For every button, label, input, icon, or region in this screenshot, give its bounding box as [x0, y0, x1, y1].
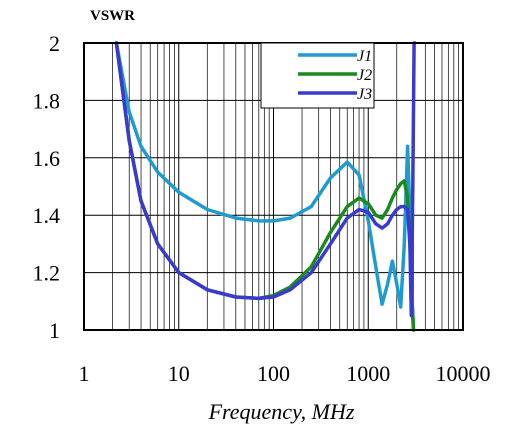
grid-layer	[83, 42, 463, 331]
y-tick-label: 1.6	[33, 146, 61, 171]
legend-label: J1	[357, 48, 372, 65]
y-tick-label: 1.2	[33, 261, 61, 286]
y-tick-label: 1	[49, 318, 60, 343]
y-tick-label: 1.8	[33, 88, 61, 113]
legend-label: J3	[357, 86, 372, 103]
x-tick-label: 100	[257, 361, 290, 386]
y-tick-label: 2	[49, 31, 60, 56]
x-tick-label: 10000	[436, 361, 491, 386]
y-axis-title: VSWR	[90, 8, 135, 24]
tick-layer: 1 10 100 1000 10000 1 1.2 1.4 1.6 1.8 2	[33, 31, 491, 386]
x-tick-label: 1000	[346, 361, 390, 386]
legend: J1 J2 J3	[260, 42, 375, 109]
x-tick-label: 1	[79, 361, 90, 386]
legend-label: J2	[357, 67, 372, 84]
x-axis-title: Frequency, MHz	[208, 399, 355, 424]
series-line-j3	[114, 41, 417, 318]
x-tick-label: 10	[168, 361, 190, 386]
series-line-j1	[114, 41, 416, 332]
series-layer	[114, 41, 417, 332]
y-tick-label: 1.4	[33, 203, 61, 228]
